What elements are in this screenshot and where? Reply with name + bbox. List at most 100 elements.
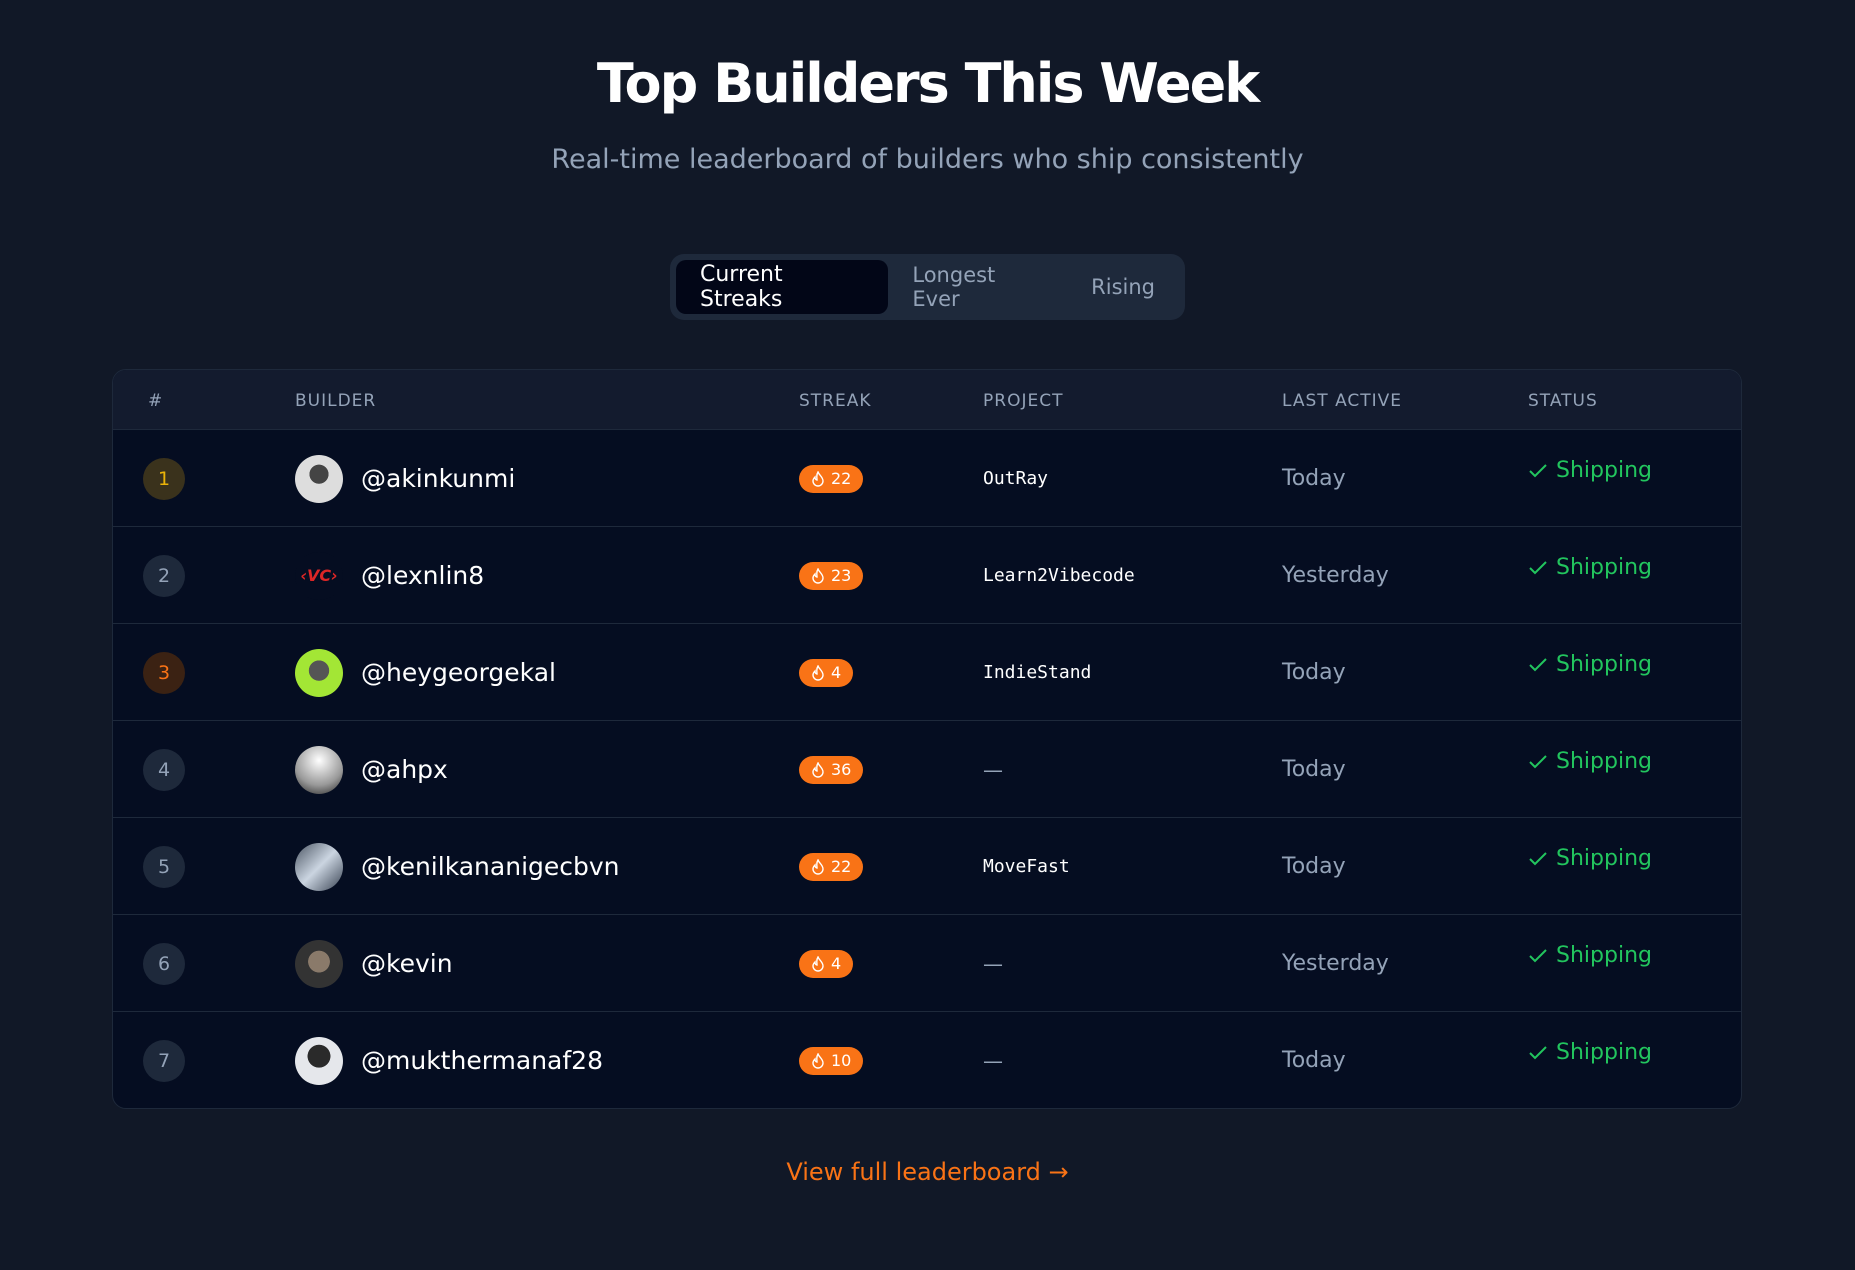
status-badge: Shipping	[1528, 519, 1652, 616]
table-row[interactable]: 7 @mukthermanaf28 10 — Today Shipping	[113, 1012, 1741, 1108]
rank-badge: 4	[143, 748, 185, 791]
table-header: # BUILDER STREAK PROJECT LAST ACTIVE STA…	[113, 370, 1741, 430]
flame-icon	[812, 664, 824, 681]
rank-badge: 5	[143, 845, 185, 888]
status-label: Shipping	[1556, 846, 1652, 871]
status-label: Shipping	[1556, 749, 1652, 774]
status-badge: Shipping	[1528, 810, 1652, 907]
status-badge: Shipping	[1528, 1004, 1652, 1101]
status-label: Shipping	[1556, 1040, 1652, 1065]
avatar[interactable]	[295, 745, 343, 794]
project-name: —	[983, 757, 1003, 782]
streak-badge: 4	[799, 949, 854, 978]
column-status: STATUS	[1528, 391, 1598, 411]
builder-handle[interactable]: @mukthermanaf28	[361, 1046, 603, 1075]
check-icon	[1529, 463, 1547, 477]
streak-badge: 23	[799, 561, 864, 590]
project-name: —	[983, 951, 1003, 976]
avatar[interactable]	[295, 842, 343, 891]
column-last-active: LAST ACTIVE	[1282, 391, 1403, 411]
check-icon	[1529, 560, 1547, 574]
table-row[interactable]: 3 @heygeorgekal 4 IndieStand Today Shipp…	[113, 624, 1741, 721]
flame-icon	[812, 955, 824, 972]
builder-handle[interactable]: @kevin	[361, 949, 453, 978]
builder-handle[interactable]: @akinkunmi	[361, 464, 516, 493]
check-icon	[1529, 657, 1547, 671]
last-active: Today	[1282, 660, 1346, 685]
project-name[interactable]: IndieStand	[983, 662, 1092, 683]
check-icon	[1529, 851, 1547, 865]
project-name[interactable]: MoveFast	[983, 856, 1070, 877]
streak-badge: 4	[799, 658, 854, 687]
flame-icon	[812, 567, 824, 584]
column-rank: #	[148, 391, 164, 411]
column-project: PROJECT	[983, 391, 1064, 411]
flame-icon	[812, 470, 824, 487]
rank-badge: 2	[143, 554, 185, 597]
builder-handle[interactable]: @lexnlin8	[361, 561, 485, 590]
rank-badge: 1	[143, 457, 185, 500]
column-streak: STREAK	[799, 391, 872, 411]
builder-handle[interactable]: @heygeorgekal	[361, 658, 556, 687]
rank-badge: 7	[143, 1039, 185, 1082]
vc-logo-icon: ‹VC›	[300, 566, 338, 585]
status-badge: Shipping	[1528, 616, 1652, 713]
project-name[interactable]: OutRay	[983, 468, 1049, 489]
last-active: Today	[1282, 757, 1346, 782]
status-label: Shipping	[1556, 652, 1652, 677]
streak-count: 10	[831, 1051, 852, 1070]
avatar[interactable]	[295, 454, 343, 503]
streak-badge: 10	[799, 1046, 864, 1075]
project-name[interactable]: Learn2Vibecode	[983, 565, 1135, 586]
leaderboard-table: # BUILDER STREAK PROJECT LAST ACTIVE STA…	[112, 369, 1742, 1109]
table-row[interactable]: 4 @ahpx 36 — Today Shipping	[113, 721, 1741, 818]
avatar[interactable]	[295, 648, 343, 697]
last-active: Yesterday	[1282, 951, 1389, 976]
avatar[interactable]: ‹VC›	[295, 551, 343, 600]
status-label: Shipping	[1556, 555, 1652, 580]
streak-count: 22	[831, 469, 852, 488]
table-row[interactable]: 5 @kenilkananigecbvn 22 MoveFast Today S…	[113, 818, 1741, 915]
check-icon	[1529, 948, 1547, 962]
last-active: Today	[1282, 854, 1346, 879]
streak-badge: 36	[799, 755, 864, 784]
builder-handle[interactable]: @ahpx	[361, 755, 448, 784]
avatar[interactable]	[295, 1036, 343, 1085]
check-icon	[1529, 1045, 1547, 1059]
streak-count: 4	[831, 663, 842, 682]
status-label: Shipping	[1556, 943, 1652, 968]
streak-count: 22	[831, 857, 852, 876]
avatar[interactable]	[295, 939, 343, 988]
streak-badge: 22	[799, 464, 864, 493]
flame-icon	[812, 858, 824, 875]
table-row[interactable]: 6 @kevin 4 — Yesterday Shipping	[113, 915, 1741, 1012]
last-active: Today	[1282, 1048, 1346, 1073]
tab-current-streaks[interactable]: Current Streaks	[676, 260, 889, 314]
flame-icon	[812, 761, 824, 778]
streak-count: 36	[831, 760, 852, 779]
flame-icon	[812, 1052, 824, 1069]
status-label: Shipping	[1556, 458, 1652, 483]
tab-longest-ever[interactable]: Longest Ever	[912, 263, 996, 311]
status-badge: Shipping	[1528, 422, 1652, 519]
page-subtitle: Real-time leaderboard of builders who sh…	[551, 144, 1304, 175]
status-badge: Shipping	[1528, 907, 1652, 1004]
check-icon	[1529, 754, 1547, 768]
last-active: Today	[1282, 466, 1346, 491]
tab-bar: Current Streaks Longest Ever Rising	[670, 254, 1185, 320]
rank-badge: 6	[143, 942, 185, 985]
streak-count: 4	[831, 954, 842, 973]
status-badge: Shipping	[1528, 713, 1652, 810]
project-name: —	[983, 1048, 1003, 1073]
page-title: Top Builders This Week	[596, 52, 1260, 115]
view-full-leaderboard-link[interactable]: View full leaderboard →	[786, 1158, 1069, 1186]
last-active: Yesterday	[1282, 563, 1389, 588]
builder-handle[interactable]: @kenilkananigecbvn	[361, 852, 620, 881]
tab-rising[interactable]: Rising	[1091, 275, 1155, 299]
rank-badge: 3	[143, 651, 185, 694]
table-row[interactable]: 1 @akinkunmi 22 OutRay Today Shipping	[113, 430, 1741, 527]
table-row[interactable]: 2 ‹VC› @lexnlin8 23 Learn2Vibecode Yeste…	[113, 527, 1741, 624]
column-builder: BUILDER	[295, 391, 377, 411]
streak-badge: 22	[799, 852, 864, 881]
streak-count: 23	[831, 566, 852, 585]
